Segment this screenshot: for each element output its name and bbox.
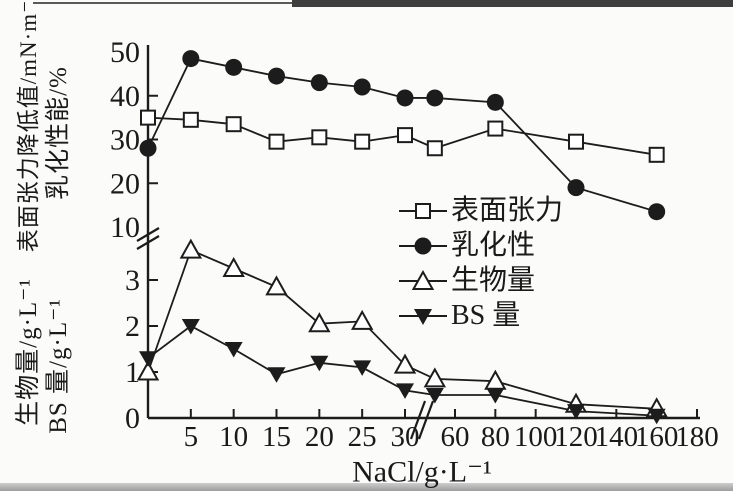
svg-text:15: 15 xyxy=(262,421,291,453)
legend-item-biomass: 生物量 xyxy=(398,265,563,296)
svg-text:160: 160 xyxy=(635,421,679,453)
svg-text:140: 140 xyxy=(595,421,639,453)
axis-break-marks xyxy=(136,227,435,440)
x-axis-title: NaCl/g·L⁻¹ xyxy=(352,455,492,489)
svg-text:10: 10 xyxy=(110,211,140,244)
legend-item-bs-amount: BS 量 xyxy=(398,300,563,331)
series-emulsification-markers xyxy=(139,50,666,221)
legend: 表面张力 乳化性 生物量 BS 量 xyxy=(398,195,564,338)
legend-label: 乳化性 xyxy=(451,230,536,261)
svg-text:20: 20 xyxy=(305,421,334,453)
legend-item-emulsification: 乳化性 xyxy=(398,230,563,261)
svg-text:120: 120 xyxy=(554,421,598,453)
legend-item-surface-tension: 表面张力 xyxy=(398,195,564,226)
svg-text:3: 3 xyxy=(125,264,140,297)
svg-text:2: 2 xyxy=(125,310,140,343)
series-biomass-markers xyxy=(136,238,668,418)
circle-filled-marker-icon xyxy=(399,237,447,255)
svg-text:100: 100 xyxy=(514,421,558,453)
svg-text:30: 30 xyxy=(391,421,420,453)
legend-label: 生物量 xyxy=(451,265,536,296)
square-open-marker-icon xyxy=(399,203,447,219)
svg-text:10: 10 xyxy=(219,421,248,453)
scan-artifact-bottom-bar xyxy=(0,483,733,491)
svg-text:0: 0 xyxy=(125,402,140,435)
triangle-open-marker-icon xyxy=(399,269,447,290)
svg-text:30: 30 xyxy=(110,124,140,157)
legend-label: 表面张力 xyxy=(451,195,564,226)
series-bs-amount-markers xyxy=(139,319,666,425)
svg-text:5: 5 xyxy=(184,421,199,453)
svg-text:25: 25 xyxy=(348,421,377,453)
svg-text:180: 180 xyxy=(675,421,719,453)
svg-text:40: 40 xyxy=(110,80,140,113)
svg-text:1: 1 xyxy=(125,356,140,389)
legend-label: BS 量 xyxy=(451,300,521,331)
svg-text:50: 50 xyxy=(110,36,140,69)
scan-artifact-top-bar xyxy=(292,0,733,7)
svg-text:20: 20 xyxy=(110,167,140,200)
series-surface-tension-markers xyxy=(140,109,665,163)
svg-text:60: 60 xyxy=(441,421,470,453)
svg-text:80: 80 xyxy=(481,421,510,453)
y-tick-labels: 10 20 30 40 50 0 1 2 3 xyxy=(110,36,140,435)
triangle-filled-down-marker-icon xyxy=(399,309,447,325)
